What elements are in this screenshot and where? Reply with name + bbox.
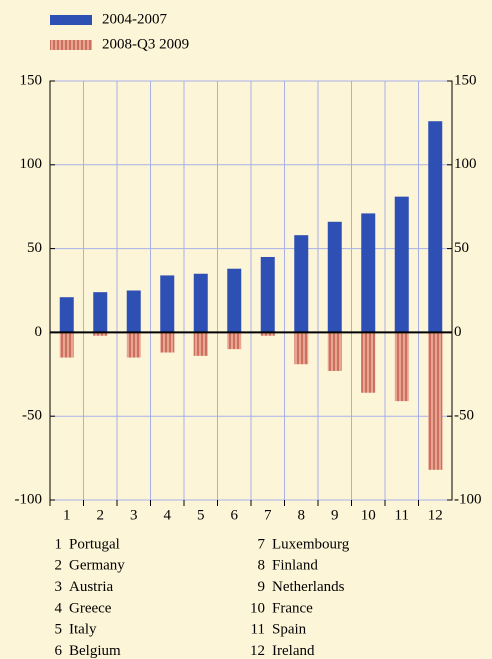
y2-tick-label: -50 (454, 408, 474, 424)
key-number: 3 (55, 579, 63, 595)
legend-label: 2008-Q3 2009 (102, 36, 189, 52)
key-name: France (272, 600, 313, 616)
x-tick-label: 6 (231, 507, 239, 523)
x-tick-label: 1 (63, 507, 71, 523)
bar (227, 268, 242, 333)
key-number: 12 (250, 643, 265, 659)
key-name: Luxembourg (272, 536, 350, 552)
y-tick-label: -100 (15, 491, 43, 507)
y-tick-label: 0 (35, 324, 43, 340)
key-name: Italy (69, 622, 97, 638)
x-tick-label: 12 (428, 507, 443, 523)
bar (160, 332, 175, 353)
y2-tick-label: -100 (454, 491, 482, 507)
bar (361, 213, 376, 333)
key-name: Belgium (69, 643, 121, 659)
key-number: 1 (55, 536, 63, 552)
bar (327, 221, 342, 333)
bar (428, 332, 443, 470)
x-tick-label: 8 (298, 507, 306, 523)
bar (294, 332, 309, 365)
key-name: Portugal (69, 536, 120, 552)
key-name: Greece (69, 600, 112, 616)
key-name: Spain (272, 622, 307, 638)
bar (126, 332, 141, 358)
bar (126, 290, 141, 333)
key-number: 8 (258, 558, 266, 574)
bar (394, 332, 409, 402)
y2-tick-label: 50 (454, 240, 469, 256)
x-tick-label: 7 (264, 507, 272, 523)
x-tick-label: 9 (331, 507, 339, 523)
key-number: 11 (251, 622, 265, 638)
key-number: 7 (258, 536, 266, 552)
bar (260, 256, 275, 333)
bar (93, 292, 108, 333)
key-name: Ireland (272, 643, 315, 659)
x-tick-label: 4 (164, 507, 172, 523)
bar (193, 273, 208, 333)
x-tick-label: 3 (130, 507, 138, 523)
bar (428, 121, 443, 333)
key-name: Netherlands (272, 579, 345, 595)
x-tick-label: 2 (97, 507, 105, 523)
bar (227, 332, 242, 350)
key-number: 6 (55, 643, 63, 659)
y-tick-label: 50 (27, 240, 42, 256)
key-number: 5 (55, 622, 63, 638)
bar (394, 196, 409, 333)
key-name: Germany (69, 558, 125, 574)
y-tick-label: 100 (20, 156, 43, 172)
key-number: 4 (55, 600, 63, 616)
x-tick-label: 5 (197, 507, 205, 523)
bar (294, 235, 309, 333)
x-tick-label: 10 (361, 507, 376, 523)
bar (59, 332, 74, 358)
bar (93, 332, 108, 336)
bar (193, 332, 208, 356)
y-tick-label: 150 (20, 72, 43, 88)
key-name: Finland (272, 558, 318, 574)
legend-label: 2004-2007 (102, 11, 167, 27)
key-number: 2 (55, 558, 63, 574)
bar (160, 275, 175, 333)
y2-tick-label: 150 (454, 72, 477, 88)
y2-tick-label: 0 (454, 324, 462, 340)
bar (327, 332, 342, 371)
legend-swatch (50, 40, 92, 50)
bar (361, 332, 376, 393)
legend-swatch (50, 15, 92, 25)
key-number: 10 (250, 600, 265, 616)
bar (59, 297, 74, 333)
key-name: Austria (69, 579, 114, 595)
x-tick-label: 11 (395, 507, 409, 523)
y-tick-label: -50 (22, 408, 42, 424)
y2-tick-label: 100 (454, 156, 477, 172)
key-number: 9 (258, 579, 266, 595)
bar (260, 332, 275, 336)
